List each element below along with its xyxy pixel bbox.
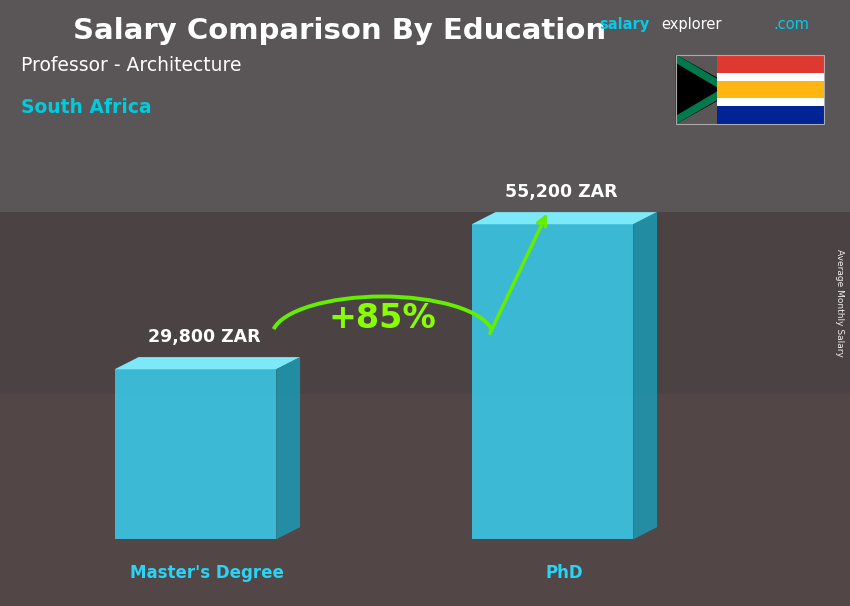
Text: Salary Comparison By Education: Salary Comparison By Education [73,17,607,45]
Bar [717,81,824,98]
Polygon shape [676,55,738,124]
Text: Professor - Architecture: Professor - Architecture [21,56,241,75]
Bar [717,106,824,124]
Bar [676,55,824,124]
Bar [717,73,824,81]
Text: South Africa: South Africa [21,98,152,117]
Text: salary: salary [599,17,649,32]
Polygon shape [633,212,657,539]
Bar [717,55,824,73]
Polygon shape [472,224,633,539]
Polygon shape [472,212,657,224]
Polygon shape [115,357,300,369]
Text: 29,800 ZAR: 29,800 ZAR [148,328,260,346]
Text: 55,200 ZAR: 55,200 ZAR [505,183,617,201]
Text: .com: .com [774,17,809,32]
Text: PhD: PhD [546,564,583,582]
Bar [717,98,824,106]
Bar [0,0,850,212]
Text: Average Monthly Salary: Average Monthly Salary [836,249,844,357]
Polygon shape [276,357,300,539]
Text: explorer: explorer [661,17,722,32]
Text: Master's Degree: Master's Degree [130,564,285,582]
Polygon shape [676,55,735,124]
Bar [0,394,850,606]
Bar [0,212,850,394]
Text: +85%: +85% [329,302,436,336]
Polygon shape [115,369,276,539]
